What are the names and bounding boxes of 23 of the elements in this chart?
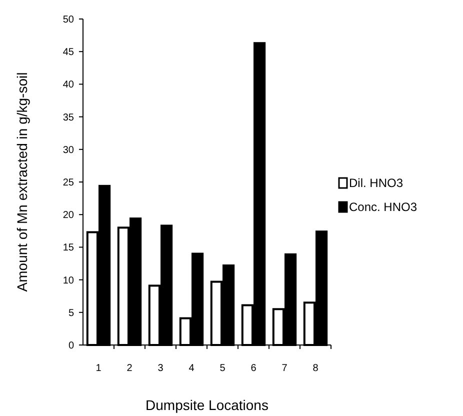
x-tick-label: 4 (188, 363, 195, 374)
y-tick-label: 50 (62, 14, 74, 26)
y-tick-label: 40 (62, 80, 74, 91)
x-tick-label: 5 (220, 363, 226, 374)
y-tick-label: 30 (62, 144, 74, 156)
y-tick-label: 20 (62, 210, 74, 222)
legend-label: Dil. HNO3 (349, 176, 404, 190)
y-tick-label: 45 (62, 47, 74, 58)
y-tick-label: 25 (62, 178, 74, 188)
x-tick-label: 1 (96, 363, 102, 374)
x-axis-title: Dumpsite Locations (146, 397, 268, 413)
y-tick-label: 35 (62, 112, 74, 124)
x-tick-label: 7 (282, 363, 288, 374)
x-tick-label: 3 (158, 363, 164, 374)
y-tick-label: 15 (62, 242, 74, 254)
x-tick-label: 2 (126, 363, 133, 374)
y-tick-label: 5 (68, 308, 74, 319)
y-tick-label: 0 (68, 340, 74, 352)
x-tick-label: 6 (250, 363, 257, 374)
y-axis-title: Amount of Mn extracted in g/kg-soil (14, 72, 30, 292)
legend-label: Conc. HNO3 (349, 200, 418, 214)
x-tick-label: 8 (312, 363, 319, 374)
y-tick-label: 10 (62, 275, 74, 286)
